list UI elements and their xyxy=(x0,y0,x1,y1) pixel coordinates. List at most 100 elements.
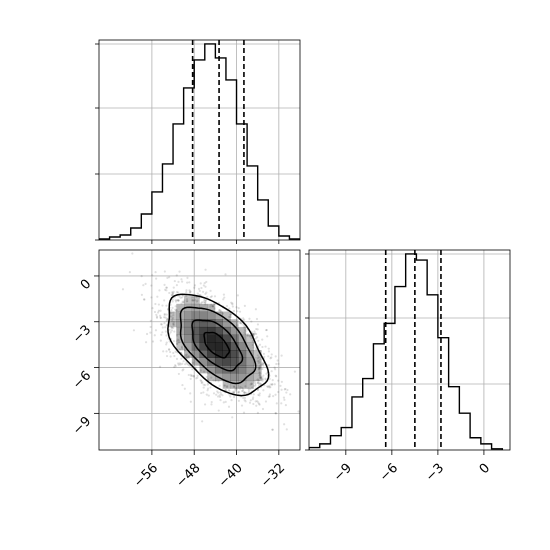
sample-point xyxy=(254,400,257,403)
sample-point xyxy=(248,334,251,337)
sample-point xyxy=(165,286,168,289)
sample-point xyxy=(269,386,272,389)
sample-point xyxy=(162,350,165,353)
sample-point xyxy=(188,281,191,284)
sample-point xyxy=(237,399,240,402)
sample-point xyxy=(256,400,259,403)
x-tick-label: −56 xyxy=(131,461,161,491)
sample-point xyxy=(175,357,179,360)
density-cell xyxy=(253,373,262,382)
sample-point xyxy=(154,329,158,332)
sample-point xyxy=(171,320,174,323)
sample-point xyxy=(175,334,179,337)
sample-point xyxy=(200,391,203,395)
sample-point xyxy=(195,300,198,303)
sample-point xyxy=(247,390,250,394)
sample-point xyxy=(215,393,218,396)
sample-point xyxy=(202,386,205,389)
sample-point xyxy=(165,289,168,292)
sample-point xyxy=(164,326,167,329)
sample-point xyxy=(154,302,157,306)
sample-point xyxy=(246,333,250,336)
sample-point xyxy=(176,338,179,341)
sample-point xyxy=(157,309,160,312)
sample-point xyxy=(209,296,212,299)
sample-point xyxy=(189,392,192,395)
density-cell xyxy=(230,380,239,389)
sample-point xyxy=(235,388,238,391)
sample-point xyxy=(165,354,169,358)
sample-point xyxy=(270,370,273,373)
sample-point xyxy=(184,363,187,366)
sample-point xyxy=(265,328,268,332)
sample-point xyxy=(185,291,188,294)
sample-point xyxy=(256,357,259,360)
sample-point xyxy=(257,368,260,371)
sample-point xyxy=(268,395,271,398)
sample-point xyxy=(255,327,258,331)
sample-point xyxy=(277,379,280,382)
sample-point xyxy=(229,313,232,317)
sample-point xyxy=(172,323,175,326)
sample-point xyxy=(181,300,184,303)
sample-point xyxy=(240,389,244,393)
sample-point xyxy=(165,350,168,353)
sample-point xyxy=(218,395,222,399)
sample-point xyxy=(200,380,203,383)
density-cell xyxy=(199,365,208,374)
sample-point xyxy=(266,385,269,388)
sample-point xyxy=(172,351,175,355)
sample-point xyxy=(250,382,253,386)
x-tick-label: −40 xyxy=(216,461,246,491)
sample-point xyxy=(142,298,146,301)
sample-point xyxy=(230,301,233,304)
density-cell xyxy=(199,334,208,343)
sample-point xyxy=(164,288,167,291)
sample-point xyxy=(260,377,263,380)
sample-point xyxy=(283,423,286,426)
sample-point xyxy=(175,309,178,312)
sample-point xyxy=(204,285,207,288)
top-marginal-histogram xyxy=(99,40,300,240)
sample-point xyxy=(174,308,177,311)
sample-point xyxy=(240,322,243,325)
sample-point xyxy=(285,428,288,431)
sample-point xyxy=(274,355,277,358)
sample-point xyxy=(186,281,189,284)
sample-point xyxy=(264,378,267,381)
sample-point xyxy=(180,280,184,283)
sample-point xyxy=(261,376,264,379)
sample-point xyxy=(184,354,187,357)
sample-point xyxy=(270,353,273,356)
sample-point xyxy=(259,361,262,364)
sample-point xyxy=(186,356,189,359)
sample-point xyxy=(203,370,206,373)
sample-point xyxy=(181,348,184,351)
sample-point xyxy=(181,362,184,365)
sample-point xyxy=(274,393,277,396)
density-cell xyxy=(230,373,239,382)
density-cell xyxy=(184,296,193,305)
sample-point xyxy=(153,334,156,337)
sample-point xyxy=(178,362,182,365)
density-cell xyxy=(214,365,223,374)
sample-point xyxy=(186,299,189,302)
sample-point xyxy=(165,313,168,316)
sample-point xyxy=(204,301,207,304)
sample-point xyxy=(227,389,230,392)
density-cell xyxy=(207,350,216,358)
sample-point xyxy=(206,389,209,392)
sample-point xyxy=(159,339,162,342)
sample-point xyxy=(159,309,162,312)
density-cell xyxy=(199,357,208,366)
sample-point xyxy=(256,378,259,381)
sample-point xyxy=(210,303,213,306)
sample-point xyxy=(204,292,207,296)
sample-point xyxy=(165,304,168,307)
density-cell xyxy=(184,350,193,358)
sample-point xyxy=(257,384,261,387)
sample-point xyxy=(185,289,188,292)
sample-point xyxy=(225,304,229,308)
sample-point xyxy=(176,291,180,294)
sample-point xyxy=(279,384,282,387)
